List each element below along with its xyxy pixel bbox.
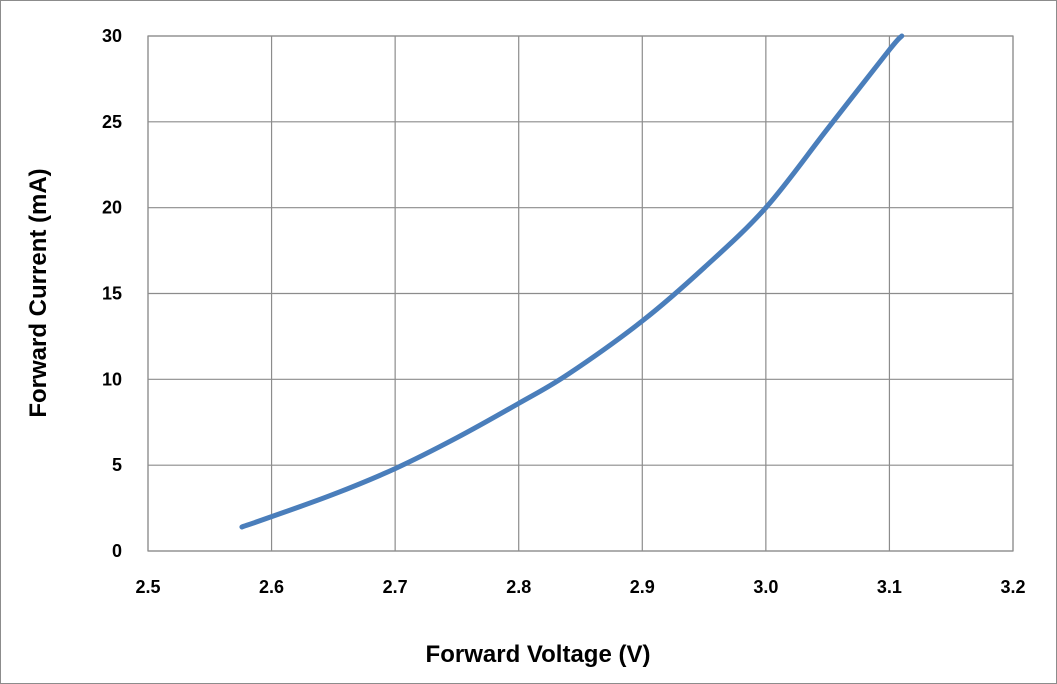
x-tick-label: 2.9 [630,577,655,597]
y-tick-label: 15 [102,284,122,304]
x-tick-label: 2.6 [259,577,284,597]
x-tick-label: 2.5 [135,577,160,597]
plot-area-border [147,35,1014,552]
y-tick-label: 5 [112,455,122,475]
x-axis-title: Forward Voltage (V) [426,641,651,668]
y-tick-label: 20 [102,198,122,218]
forward-current-curve [239,33,905,530]
x-tick-label: 2.8 [506,577,531,597]
x-tick-label: 3.2 [1000,577,1025,597]
y-tick-labels: 0 5 10 15 20 25 30 [102,26,122,561]
y-tick-label: 25 [102,112,122,132]
y-tick-label: 10 [102,369,122,389]
series-layer [239,33,905,530]
x-tick-labels: 2.5 2.6 2.7 2.8 2.9 3.0 3.1 3.2 [135,577,1025,597]
x-tick-label: 3.0 [753,577,778,597]
grid-lines [147,35,1014,552]
y-tick-label: 30 [102,26,122,46]
y-axis-title: Forward Current (mA) [25,168,52,417]
y-tick-label: 0 [112,541,122,561]
x-tick-label: 3.1 [877,577,902,597]
x-tick-label: 2.7 [383,577,408,597]
